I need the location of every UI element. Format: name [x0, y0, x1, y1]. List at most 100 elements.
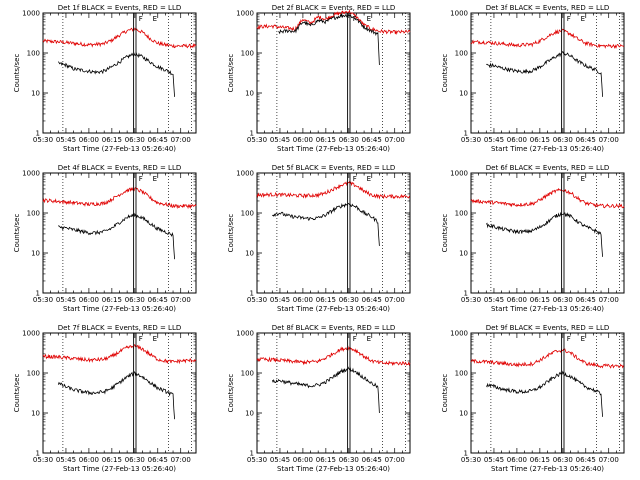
y-tick-label: 1	[36, 290, 40, 298]
x-tick-label: 06:15	[102, 136, 122, 144]
panel-title: Det 9f BLACK = Events, RED = LLD	[486, 324, 609, 332]
series-events-line	[272, 202, 380, 246]
y-tick-label: 1000	[22, 330, 40, 338]
y-tick-label: 10	[459, 410, 468, 418]
x-tick-label: 06:30	[339, 136, 359, 144]
x-tick-label: 06:00	[507, 136, 527, 144]
e-marker-label: E	[367, 175, 371, 183]
plot-frame	[42, 12, 197, 134]
e-marker-label: E	[153, 335, 157, 343]
y-tick-label: 10	[459, 250, 468, 258]
x-tick-label: 06:00	[293, 136, 313, 144]
y-axis-label: Counts/sec	[441, 214, 449, 253]
x-tick-label: 06:45	[576, 296, 596, 304]
y-tick-label: 100	[455, 210, 468, 218]
series-lld-line	[470, 28, 625, 50]
x-tick-label: 05:45	[270, 136, 290, 144]
x-tick-label: 06:45	[148, 136, 168, 144]
x-tick-label: 06:15	[316, 296, 336, 304]
y-tick-label: 100	[455, 370, 468, 378]
x-tick-label: 07:00	[385, 296, 405, 304]
detector-panel-9: Det 9f BLACK = Events, RED = LLD 1 10 100 10…	[441, 324, 625, 473]
x-tick-label: 06:00	[293, 456, 313, 464]
y-tick-label: 100	[241, 50, 254, 58]
panel-title: Det 8f BLACK = Events, RED = LLD	[272, 324, 395, 332]
f-marker-label: F	[567, 175, 571, 183]
x-tick-label: 06:45	[576, 456, 596, 464]
x-tick-label: 05:45	[56, 296, 76, 304]
detector-panel-5: Det 5f BLACK = Events, RED = LLD 1 10 100 10…	[227, 164, 411, 313]
x-tick-label: 05:45	[56, 456, 76, 464]
x-tick-label: 06:00	[79, 296, 99, 304]
f-marker-label: F	[139, 335, 143, 343]
y-tick-label: 100	[27, 370, 40, 378]
series-lld-line	[256, 345, 411, 367]
detector-panel-7: Det 7f BLACK = Events, RED = LLD 1 10 100 10…	[13, 324, 197, 473]
e-marker-label: E	[581, 335, 585, 343]
x-tick-label: 06:45	[576, 136, 596, 144]
x-tick-label: 06:45	[362, 296, 382, 304]
y-tick-label: 10	[245, 410, 254, 418]
series-lld-line	[470, 187, 625, 209]
y-tick-label: 1	[250, 130, 254, 138]
x-tick-label: 06:15	[530, 296, 550, 304]
series-events-line	[271, 366, 380, 414]
y-tick-label: 1	[36, 130, 40, 138]
y-tick-label: 1000	[22, 170, 40, 178]
x-tick-label: 05:45	[270, 456, 290, 464]
x-tick-label: 07:00	[385, 136, 405, 144]
series-lld-line	[42, 344, 197, 365]
x-tick-label: 06:30	[553, 296, 573, 304]
y-tick-label: 1000	[236, 170, 254, 178]
y-axis-label: Counts/sec	[441, 374, 449, 413]
y-tick-label: 100	[27, 210, 40, 218]
y-tick-label: 1000	[450, 10, 468, 18]
y-tick-label: 100	[455, 50, 468, 58]
e-marker-label: E	[153, 175, 157, 183]
detector-panel-3: Det 3f BLACK = Events, RED = LLD 1 10 100 10…	[441, 4, 625, 153]
x-tick-label: 05:30	[461, 296, 481, 304]
y-tick-label: 1	[464, 450, 468, 458]
x-tick-label: 06:00	[79, 136, 99, 144]
x-tick-label: 05:30	[247, 456, 267, 464]
panel-title: Det 6f BLACK = Events, RED = LLD	[486, 164, 609, 172]
y-tick-label: 1000	[22, 10, 40, 18]
detector-panel-6: Det 6f BLACK = Events, RED = LLD 1 10 100 10…	[441, 164, 625, 313]
series-lld-line	[256, 180, 411, 200]
y-tick-label: 1000	[236, 10, 254, 18]
y-axis-label: Counts/sec	[13, 374, 21, 413]
x-tick-label: 06:00	[507, 296, 527, 304]
x-tick-label: 05:45	[484, 296, 504, 304]
x-tick-label: 07:00	[171, 296, 191, 304]
detector-panel-2: Det 2f BLACK = Events, RED = LLD 1 10 100 10…	[227, 4, 411, 153]
x-tick-label: 06:30	[125, 456, 145, 464]
y-tick-label: 1	[250, 450, 254, 458]
e-marker-label: E	[581, 175, 585, 183]
series-events-line	[485, 370, 603, 417]
panel-title: Det 4f BLACK = Events, RED = LLD	[58, 164, 181, 172]
x-axis-label: Start Time (27-Feb-13 05:26:40)	[277, 305, 390, 313]
y-tick-label: 1	[464, 130, 468, 138]
panel-title: Det 3f BLACK = Events, RED = LLD	[486, 4, 609, 12]
y-axis-label: Counts/sec	[13, 54, 21, 93]
y-tick-label: 100	[27, 50, 40, 58]
x-tick-label: 07:00	[171, 456, 191, 464]
x-tick-label: 06:30	[125, 136, 145, 144]
x-tick-label: 06:45	[362, 456, 382, 464]
f-marker-label: F	[353, 175, 357, 183]
x-tick-label: 06:00	[79, 456, 99, 464]
series-lld-line	[42, 187, 197, 210]
x-tick-label: 05:30	[461, 136, 481, 144]
x-tick-label: 06:30	[553, 456, 573, 464]
x-tick-label: 05:30	[33, 136, 53, 144]
x-tick-label: 06:00	[507, 456, 527, 464]
x-tick-label: 06:45	[148, 296, 168, 304]
x-tick-label: 06:15	[316, 136, 336, 144]
panel-title: Det 5f BLACK = Events, RED = LLD	[272, 164, 395, 172]
x-tick-label: 05:30	[461, 456, 481, 464]
series-events-line	[57, 51, 175, 97]
x-tick-label: 05:30	[33, 296, 53, 304]
x-tick-label: 06:30	[339, 456, 359, 464]
x-tick-label: 05:45	[484, 136, 504, 144]
series-lld-line	[42, 27, 197, 49]
